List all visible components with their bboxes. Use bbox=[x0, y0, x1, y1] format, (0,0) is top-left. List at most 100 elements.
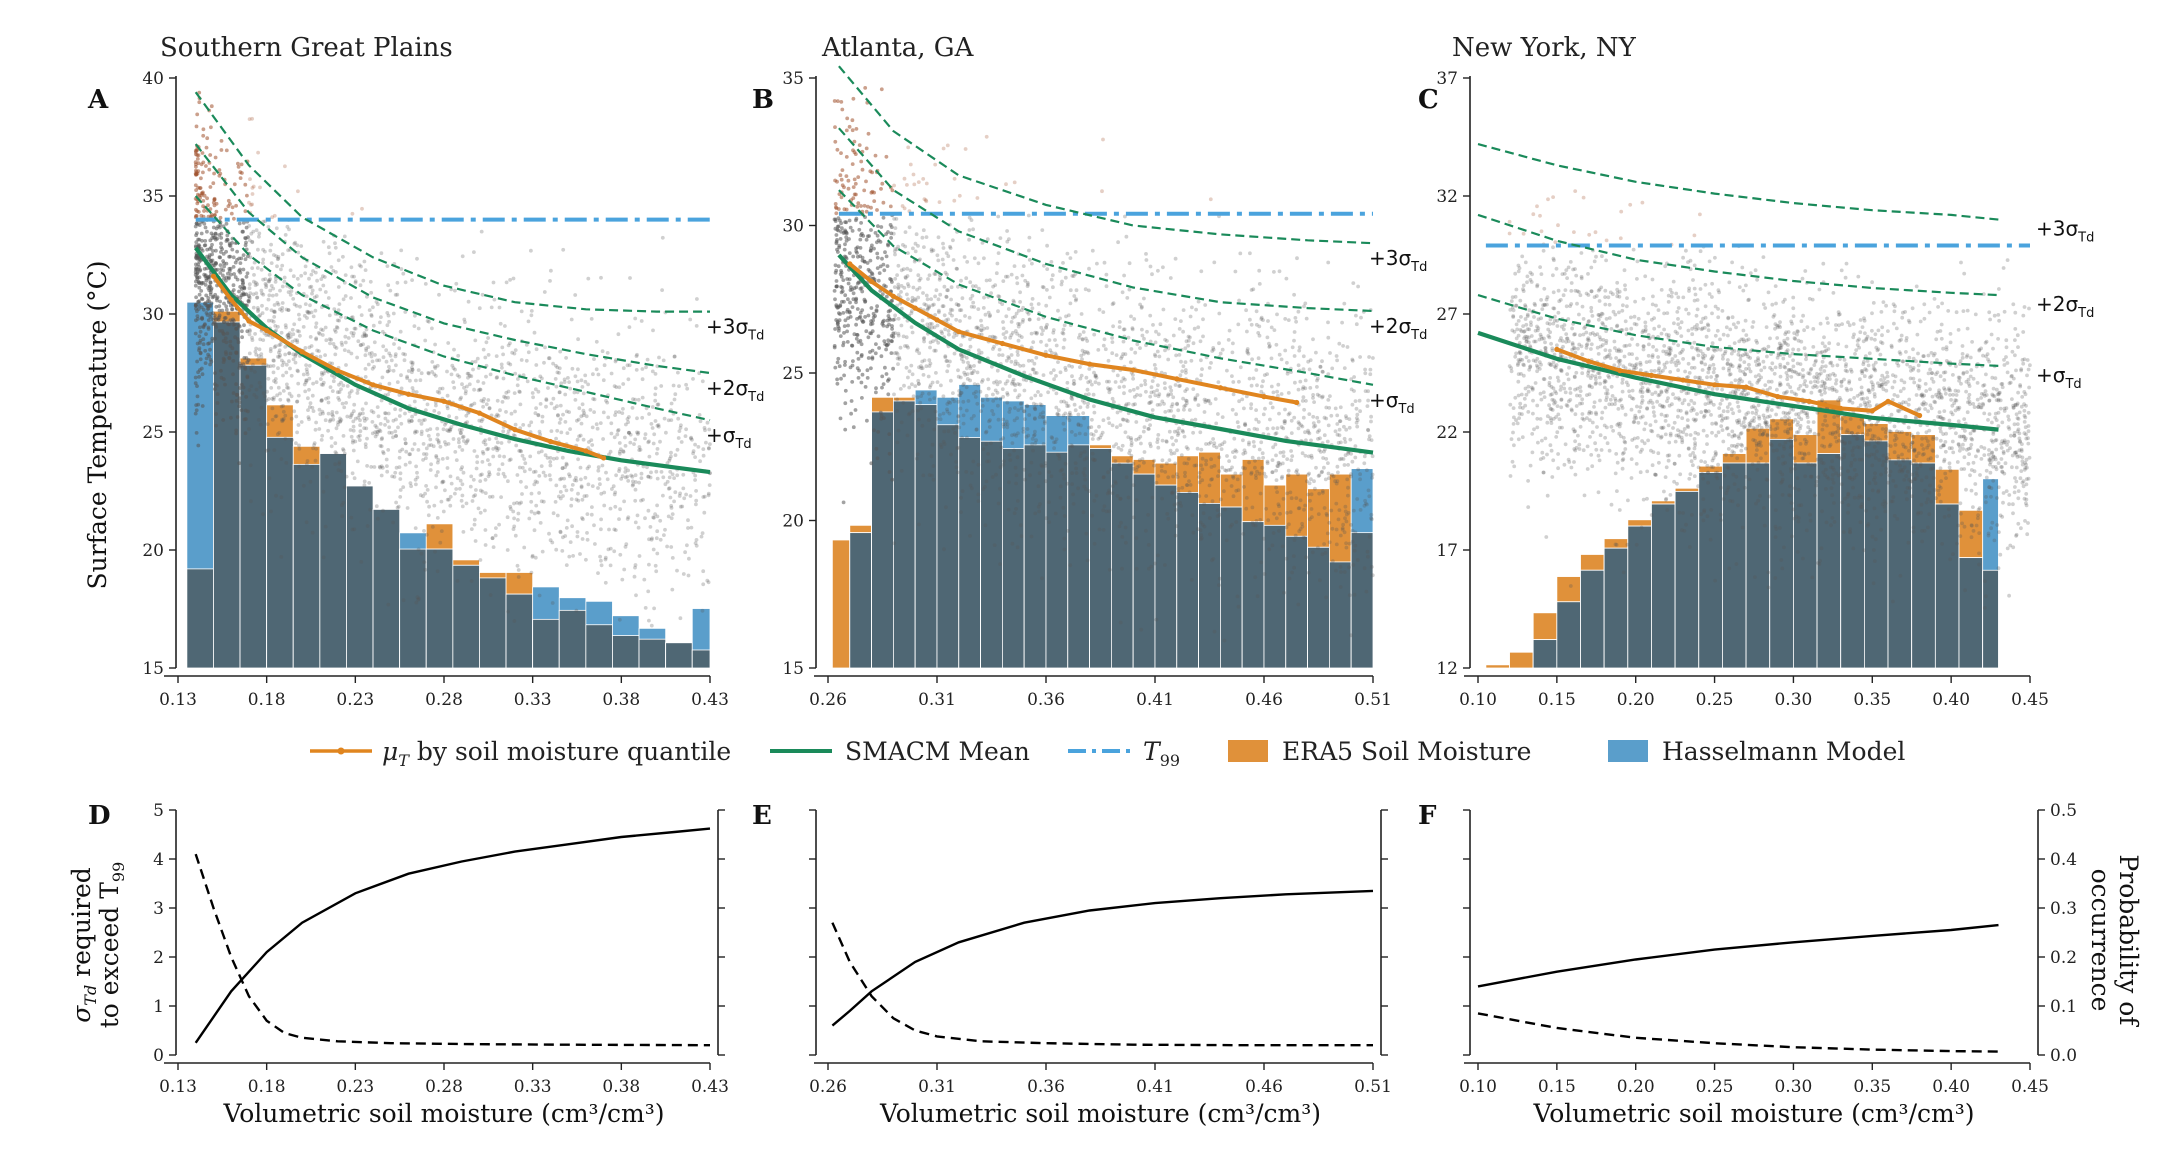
scatter-point bbox=[850, 305, 855, 309]
scatter-point bbox=[1338, 565, 1343, 569]
scatter-point bbox=[317, 427, 322, 431]
scatter-point bbox=[480, 292, 485, 297]
overlap-bar bbox=[532, 618, 560, 669]
scatter-point bbox=[461, 530, 466, 534]
scatter-point bbox=[211, 181, 216, 186]
mu-t-marker bbox=[299, 349, 305, 355]
scatter-point bbox=[193, 331, 198, 336]
scatter-point bbox=[1272, 511, 1276, 516]
scatter-point bbox=[1146, 513, 1150, 517]
scatter-point bbox=[1001, 326, 1006, 331]
scatter-point bbox=[296, 250, 301, 255]
scatter-point bbox=[1354, 406, 1359, 411]
scatter-point bbox=[896, 263, 901, 268]
scatter-point bbox=[554, 547, 559, 552]
scatter-point bbox=[1036, 390, 1040, 394]
scatter-point bbox=[693, 442, 697, 447]
scatter-point bbox=[1079, 312, 1084, 316]
scatter-point bbox=[1333, 406, 1338, 411]
scatter-point bbox=[460, 465, 464, 470]
scatter-point bbox=[1162, 381, 1167, 385]
scatter-point bbox=[217, 233, 222, 237]
scatter-point bbox=[236, 340, 241, 345]
scatter-point bbox=[472, 387, 476, 392]
scatter-point bbox=[943, 355, 948, 360]
scatter-point bbox=[705, 420, 710, 425]
scatter-point bbox=[269, 318, 274, 323]
scatter-point bbox=[209, 259, 213, 264]
scatter-point bbox=[1047, 470, 1051, 474]
scatter-point bbox=[1318, 578, 1322, 583]
scatter-point bbox=[941, 262, 946, 267]
scatter-point bbox=[467, 374, 472, 378]
scatter-point bbox=[500, 345, 505, 350]
scatter-point bbox=[494, 526, 498, 530]
scatter-point bbox=[208, 357, 213, 362]
scatter-point bbox=[1342, 530, 1347, 535]
scatter-point bbox=[640, 395, 645, 400]
scatter-point bbox=[984, 479, 989, 484]
scatter-point bbox=[1322, 433, 1327, 438]
scatter-point bbox=[578, 552, 582, 556]
scatter-point bbox=[1274, 485, 1278, 490]
scatter-point bbox=[670, 512, 675, 516]
scatter-point bbox=[648, 525, 653, 529]
scatter-point bbox=[1074, 466, 1078, 471]
scatter-point bbox=[323, 353, 327, 357]
scatter-point bbox=[868, 269, 872, 274]
scatter-point bbox=[858, 237, 863, 242]
scatter-point bbox=[585, 512, 590, 516]
scatter-point bbox=[562, 380, 567, 384]
scatter-point bbox=[547, 473, 552, 478]
scatter-point bbox=[584, 494, 589, 498]
sigma-3-label: +3σTd bbox=[706, 315, 764, 344]
scatter-point bbox=[258, 337, 263, 342]
scatter-point bbox=[1207, 442, 1211, 446]
scatter-point bbox=[918, 276, 923, 281]
scatter-point bbox=[425, 402, 430, 407]
scatter-point bbox=[1054, 343, 1059, 348]
scatter-point bbox=[620, 411, 625, 415]
scatter-point bbox=[264, 398, 269, 403]
scatter-point bbox=[691, 449, 696, 453]
scatter-point bbox=[1145, 329, 1149, 334]
scatter-point bbox=[479, 229, 484, 234]
scatter-point bbox=[1195, 393, 1200, 397]
scatter-point bbox=[586, 482, 591, 487]
scatter-point bbox=[649, 623, 654, 628]
scatter-point bbox=[547, 531, 551, 536]
scatter-point bbox=[906, 297, 910, 302]
scatter-point bbox=[230, 307, 234, 312]
scatter-point bbox=[1279, 425, 1284, 429]
scatter-point bbox=[349, 296, 353, 300]
scatter-point bbox=[1262, 572, 1267, 576]
scatter-point bbox=[320, 333, 325, 337]
scatter-point bbox=[879, 354, 884, 359]
scatter-point bbox=[539, 499, 544, 504]
scatter-point bbox=[357, 438, 362, 442]
scatter-point bbox=[421, 458, 425, 462]
scatter-point bbox=[893, 226, 898, 231]
scatter-point bbox=[203, 301, 208, 306]
scatter-point bbox=[844, 128, 849, 133]
scatter-point bbox=[339, 387, 343, 392]
scatter-point bbox=[1184, 339, 1189, 344]
scatter-point bbox=[994, 396, 999, 401]
scatter-point bbox=[1093, 380, 1098, 385]
scatter-point bbox=[874, 446, 879, 451]
scatter-point bbox=[481, 399, 486, 404]
scatter-point bbox=[838, 334, 843, 338]
scatter-point bbox=[1220, 415, 1225, 419]
scatter-point bbox=[897, 357, 902, 361]
scatter-point bbox=[669, 454, 673, 459]
scatter-point bbox=[1060, 279, 1064, 284]
scatter-point bbox=[297, 447, 302, 451]
scatter-point bbox=[213, 371, 217, 375]
scatter-point bbox=[432, 503, 437, 508]
scatter-point bbox=[1315, 430, 1320, 434]
scatter-point bbox=[261, 391, 266, 396]
scatter-point bbox=[850, 162, 855, 167]
scatter-point bbox=[976, 499, 981, 503]
x-tick-label: 0.13 bbox=[159, 690, 197, 710]
scatter-point bbox=[653, 563, 658, 568]
